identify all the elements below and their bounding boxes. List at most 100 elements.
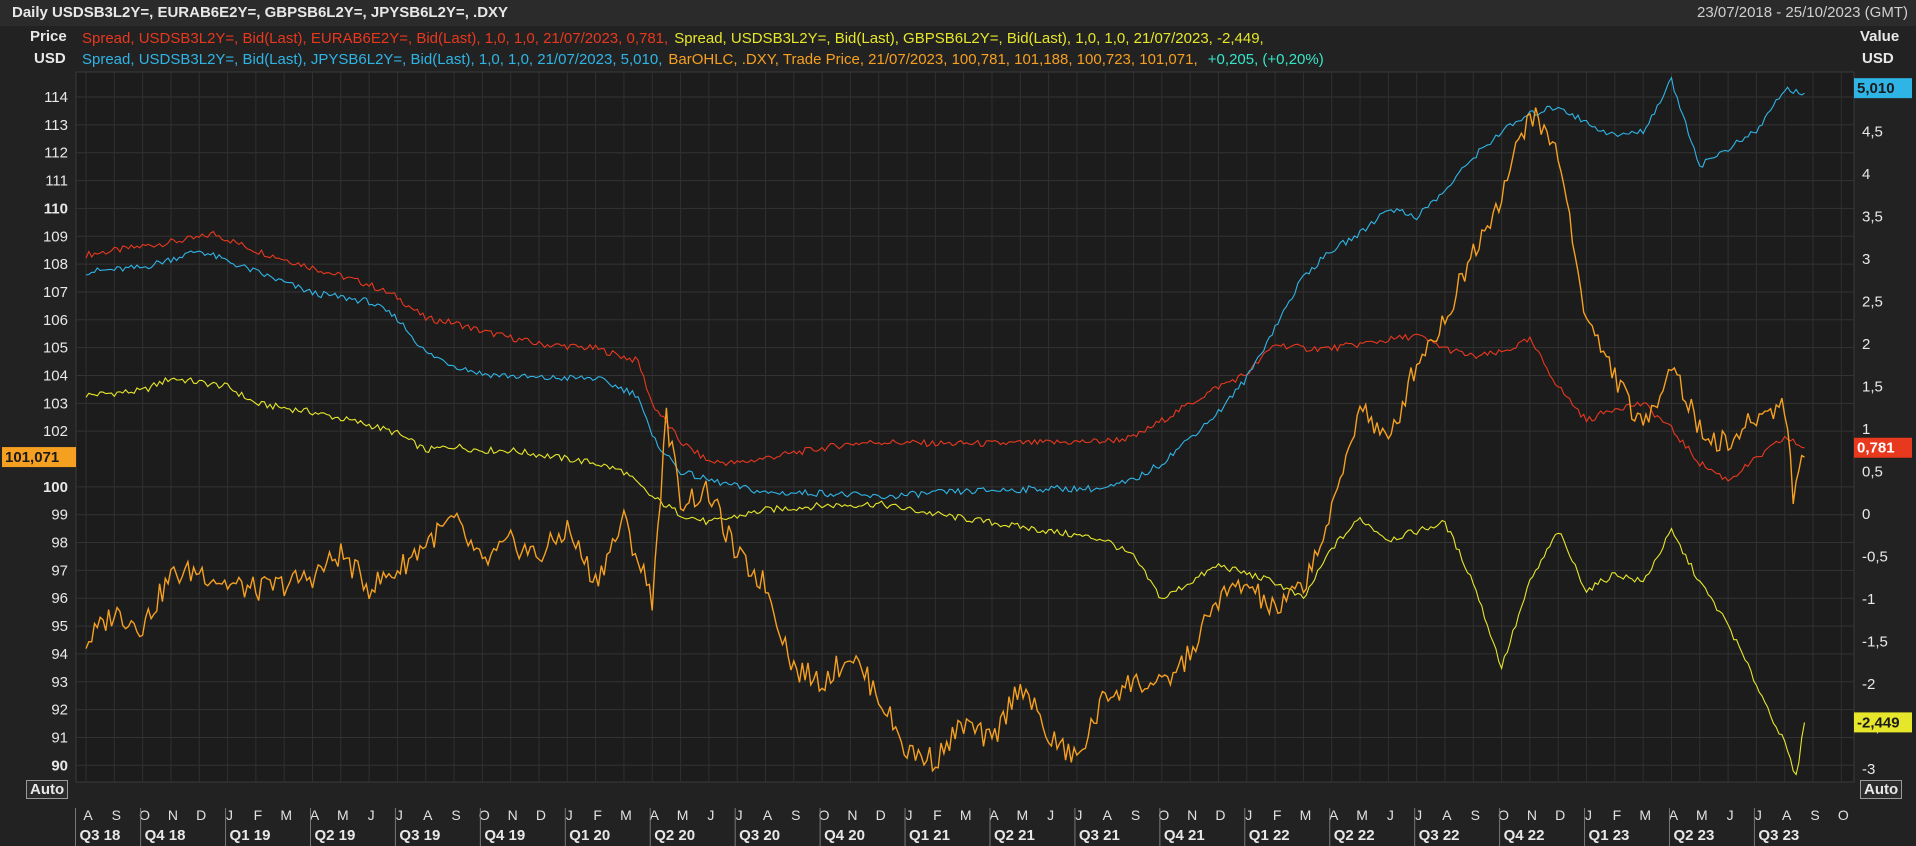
month-label: J [707, 807, 714, 823]
left-tick-label: 91 [51, 729, 68, 746]
quarter-label: Q4 22 [1504, 827, 1545, 844]
quarter-label: Q2 22 [1334, 827, 1375, 844]
month-label: J [1245, 807, 1252, 823]
month-label: D [1215, 807, 1225, 823]
month-label: J [1415, 807, 1422, 823]
month-label: A [650, 807, 660, 823]
right-tick-label: -2 [1862, 676, 1875, 693]
left-tick-label: 92 [51, 702, 68, 719]
quarter-label: Q3 18 [80, 827, 121, 844]
tag-dxy-bg [2, 447, 76, 468]
left-tick-label: 94 [51, 646, 68, 663]
month-label: J [1047, 807, 1054, 823]
month-label: D [1555, 807, 1565, 823]
left-tick-label: 105 [43, 340, 68, 357]
left-tick-label: 100 [43, 479, 68, 496]
quarter-label: Q3 19 [399, 827, 440, 844]
right-tick-label: 4,5 [1862, 124, 1883, 141]
left-tick-label: 106 [43, 312, 68, 329]
month-label: J [736, 807, 743, 823]
month-label: S [791, 807, 800, 823]
month-label: F [254, 807, 263, 823]
left-tick-label: 109 [43, 228, 68, 245]
month-label: J [396, 807, 403, 823]
left-tick-label: 111 [45, 173, 68, 190]
left-tick-label: 113 [44, 117, 68, 134]
series-line-3 [85, 107, 1805, 773]
right-tick-label: -1,5 [1862, 634, 1888, 651]
tag-eur-bg [1854, 437, 1912, 458]
month-label: D [196, 807, 206, 823]
legend-item-b-1: BarOHLC, .DXY, Trade Price, 21/07/2023, … [668, 51, 1202, 68]
series-line-0 [85, 230, 1805, 482]
month-label: J [906, 807, 913, 823]
month-label: A [1669, 807, 1679, 823]
month-label: M [1696, 807, 1708, 823]
left-tick-label: 103 [43, 395, 68, 412]
month-label: F [933, 807, 942, 823]
month-label: N [1187, 807, 1197, 823]
quarter-label: Q4 19 [484, 827, 525, 844]
month-label: A [1442, 807, 1452, 823]
right-axis-title: Value [1860, 28, 1900, 45]
month-label: A [763, 807, 773, 823]
month-label: M [1639, 807, 1651, 823]
month-label: J [1585, 807, 1592, 823]
month-label: M [1356, 807, 1368, 823]
month-label: J [368, 807, 375, 823]
month-label: O [1498, 807, 1509, 823]
right-tick-label: 1,5 [1862, 379, 1883, 396]
tag-jpy: 5,010 [1857, 80, 1895, 97]
quarter-label: Q3 21 [1079, 827, 1120, 844]
series-lines [85, 76, 1806, 776]
left-tick-label: 104 [43, 367, 68, 384]
left-tick-label: 98 [51, 535, 68, 552]
series-line-1 [85, 376, 1806, 776]
left-tick-label: 99 [51, 507, 68, 524]
quarter-label: Q2 21 [994, 827, 1035, 844]
right-tick-label: -0,5 [1862, 549, 1888, 566]
month-label: A [310, 807, 320, 823]
month-label: M [337, 807, 349, 823]
month-label: D [876, 807, 886, 823]
series-line-2 [85, 76, 1805, 500]
month-label: M [960, 807, 972, 823]
left-axis-ticks: 90 91 92 93 94 95 96 97 98 99 100 102 103 104 105 106 10… [43, 89, 68, 774]
month-label: F [1273, 807, 1282, 823]
month-label: O [819, 807, 830, 823]
left-tick-label: 95 [51, 618, 68, 635]
legend-item-b-0: Spread, USDSB3L2Y=, Bid(Last), JPYSB6L2Y… [82, 51, 663, 68]
left-tick-label: 110 [44, 200, 68, 217]
auto-left-button[interactable]: Auto [26, 780, 69, 799]
month-label: F [1613, 807, 1622, 823]
quarter-label: Q1 21 [909, 827, 950, 844]
right-tick-label: 1 [1862, 421, 1870, 438]
right-tick-label: -3 [1862, 761, 1875, 778]
tag-eur: 0,781 [1857, 440, 1895, 457]
month-label: M [620, 807, 632, 823]
left-tick-label: 96 [51, 590, 68, 607]
left-axis-unit: USD [34, 50, 66, 67]
left-tick-label: 114 [44, 89, 68, 106]
month-label: M [1016, 807, 1028, 823]
tag-gbp: -2,449 [1857, 714, 1900, 731]
quarter-label: Q3 23 [1758, 827, 1799, 844]
month-label: M [677, 807, 689, 823]
left-tick-label: 90 [51, 757, 68, 774]
left-axis-title: Price [30, 28, 67, 45]
right-tick-label: -1 [1862, 591, 1875, 608]
auto-right-button[interactable]: Auto [1860, 780, 1903, 799]
month-label: S [451, 807, 460, 823]
right-tick-label: 0 [1862, 506, 1870, 523]
month-label: F [593, 807, 602, 823]
month-label: N [847, 807, 857, 823]
month-label: A [1329, 807, 1339, 823]
plot-area [75, 71, 1855, 783]
quarter-label: Q1 19 [230, 827, 271, 844]
quarter-label: Q4 18 [145, 827, 186, 844]
tag-jpy-bg [1854, 78, 1912, 99]
quarter-label: Q4 20 [824, 827, 865, 844]
month-label: M [1300, 807, 1312, 823]
month-label: A [83, 807, 93, 823]
